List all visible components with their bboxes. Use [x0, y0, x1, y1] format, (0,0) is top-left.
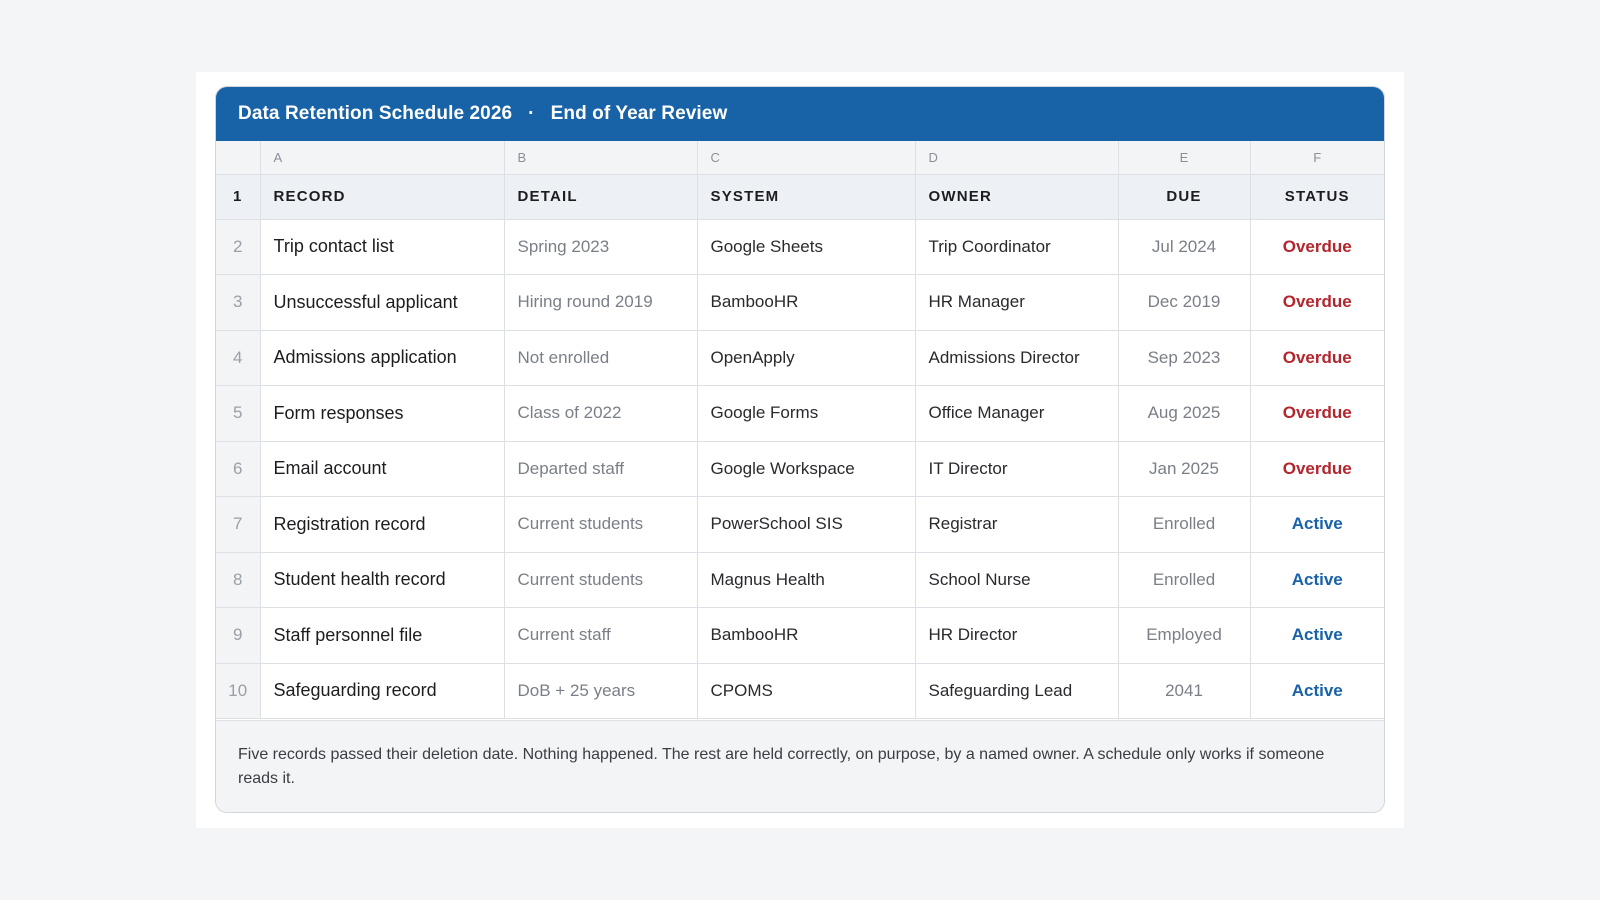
- cell-record[interactable]: Registration record: [260, 496, 505, 553]
- cell-due[interactable]: Jan 2025: [1118, 441, 1251, 497]
- status-badge[interactable]: Active: [1250, 552, 1384, 608]
- title-bar: Data Retention Schedule 2026 · End of Ye…: [216, 87, 1384, 141]
- status-badge[interactable]: Active: [1250, 607, 1384, 664]
- status-badge[interactable]: Active: [1250, 496, 1384, 553]
- cell-due[interactable]: Aug 2025: [1118, 385, 1251, 442]
- cell-owner[interactable]: IT Director: [915, 441, 1119, 497]
- header-due[interactable]: DUE: [1118, 174, 1251, 220]
- cell-system[interactable]: PowerSchool SIS: [697, 496, 916, 553]
- cell-system[interactable]: OpenApply: [697, 330, 916, 386]
- footer-note: Five records passed their deletion date.…: [216, 720, 1384, 812]
- row-number[interactable]: 3: [216, 274, 261, 331]
- status-badge[interactable]: Overdue: [1250, 330, 1384, 386]
- cell-system[interactable]: Magnus Health: [697, 552, 916, 608]
- cell-record[interactable]: Admissions application: [260, 330, 505, 386]
- cell-record[interactable]: Staff personnel file: [260, 607, 505, 664]
- cell-record[interactable]: Unsuccessful applicant: [260, 274, 505, 331]
- header-system[interactable]: SYSTEM: [697, 174, 916, 220]
- status-badge[interactable]: Overdue: [1250, 219, 1384, 275]
- sheet-subtitle: End of Year Review: [550, 103, 728, 124]
- cell-detail[interactable]: DoB + 25 years: [504, 663, 698, 719]
- column-letter-c[interactable]: C: [697, 141, 916, 175]
- cell-detail[interactable]: Departed staff: [504, 441, 698, 497]
- cell-system[interactable]: BambooHR: [697, 607, 916, 664]
- cell-owner[interactable]: Admissions Director: [915, 330, 1119, 386]
- cell-detail[interactable]: Current students: [504, 552, 698, 608]
- cell-system[interactable]: Google Sheets: [697, 219, 916, 275]
- cell-system[interactable]: CPOMS: [697, 663, 916, 719]
- row-number[interactable]: 10: [216, 663, 261, 719]
- column-letter-row: A B C D E F: [216, 141, 1384, 175]
- status-badge[interactable]: Overdue: [1250, 274, 1384, 331]
- cell-record[interactable]: Safeguarding record: [260, 663, 505, 719]
- cell-due[interactable]: Enrolled: [1118, 552, 1251, 608]
- cell-detail[interactable]: Class of 2022: [504, 385, 698, 442]
- table-row: 9 Staff personnel file Current staff Bamboo…: [216, 607, 1384, 664]
- header-status[interactable]: STATUS: [1250, 174, 1384, 220]
- cell-due[interactable]: Employed: [1118, 607, 1251, 664]
- cell-detail[interactable]: Current students: [504, 496, 698, 553]
- row-number[interactable]: 8: [216, 552, 261, 608]
- header-detail[interactable]: DETAIL: [504, 174, 698, 220]
- cell-detail[interactable]: Current staff: [504, 607, 698, 664]
- cell-system[interactable]: Google Workspace: [697, 441, 916, 497]
- status-badge[interactable]: Overdue: [1250, 385, 1384, 442]
- table-row: 3 Unsuccessful applicant Hiring round 2019…: [216, 274, 1384, 331]
- cell-record[interactable]: Trip contact list: [260, 219, 505, 275]
- cell-owner[interactable]: Office Manager: [915, 385, 1119, 442]
- header-record[interactable]: RECORD: [260, 174, 505, 220]
- cell-owner[interactable]: HR Director: [915, 607, 1119, 664]
- cell-owner[interactable]: HR Manager: [915, 274, 1119, 331]
- spreadsheet-card: Data Retention Schedule 2026 · End of Ye…: [215, 86, 1385, 813]
- column-letter-b[interactable]: B: [504, 141, 698, 175]
- cell-owner[interactable]: School Nurse: [915, 552, 1119, 608]
- status-badge[interactable]: Overdue: [1250, 441, 1384, 497]
- row-number[interactable]: 4: [216, 330, 261, 386]
- cell-due[interactable]: Jul 2024: [1118, 219, 1251, 275]
- row-number[interactable]: 2: [216, 219, 261, 275]
- cell-owner[interactable]: Trip Coordinator: [915, 219, 1119, 275]
- cell-detail[interactable]: Not enrolled: [504, 330, 698, 386]
- cell-system[interactable]: Google Forms: [697, 385, 916, 442]
- cell-due[interactable]: 2041: [1118, 663, 1251, 719]
- table-row: 6 Email account Departed staff Google Works…: [216, 441, 1384, 497]
- table-row: 8 Student health record Current students Ma…: [216, 552, 1384, 608]
- column-letter-f[interactable]: F: [1250, 141, 1384, 175]
- cell-record[interactable]: Email account: [260, 441, 505, 497]
- table-row: 4 Admissions application Not enrolled OpenA…: [216, 330, 1384, 386]
- title-separator: ·: [528, 103, 535, 124]
- column-letter-e[interactable]: E: [1118, 141, 1251, 175]
- row-number[interactable]: 7: [216, 496, 261, 553]
- cell-record[interactable]: Student health record: [260, 552, 505, 608]
- page-frame: Data Retention Schedule 2026 · End of Ye…: [196, 72, 1404, 828]
- cell-record[interactable]: Form responses: [260, 385, 505, 442]
- column-letter-d[interactable]: D: [915, 141, 1119, 175]
- row-number[interactable]: 5: [216, 385, 261, 442]
- cell-detail[interactable]: Spring 2023: [504, 219, 698, 275]
- status-badge[interactable]: Active: [1250, 663, 1384, 719]
- corner-cell[interactable]: [216, 141, 261, 175]
- cell-due[interactable]: Sep 2023: [1118, 330, 1251, 386]
- header-owner[interactable]: OWNER: [915, 174, 1119, 220]
- cell-owner[interactable]: Registrar: [915, 496, 1119, 553]
- row-number[interactable]: 9: [216, 607, 261, 664]
- retention-table: A B C D E F 1 RECORD DETAIL SYSTEM OWNER…: [216, 141, 1384, 719]
- row-number[interactable]: 6: [216, 441, 261, 497]
- header-row: 1 RECORD DETAIL SYSTEM OWNER DUE STATUS: [216, 174, 1384, 220]
- row-number[interactable]: 1: [216, 174, 261, 220]
- cell-system[interactable]: BambooHR: [697, 274, 916, 331]
- table-row: 10 Safeguarding record DoB + 25 years CPOMS…: [216, 663, 1384, 719]
- cell-due[interactable]: Enrolled: [1118, 496, 1251, 553]
- sheet-title: Data Retention Schedule 2026: [238, 103, 513, 124]
- cell-owner[interactable]: Safeguarding Lead: [915, 663, 1119, 719]
- cell-due[interactable]: Dec 2019: [1118, 274, 1251, 331]
- table-row: 2 Trip contact list Spring 2023 Google Shee…: [216, 219, 1384, 275]
- cell-detail[interactable]: Hiring round 2019: [504, 274, 698, 331]
- table-row: 5 Form responses Class of 2022 Google Forms…: [216, 385, 1384, 442]
- table-row: 7 Registration record Current students Powe…: [216, 496, 1384, 553]
- column-letter-a[interactable]: A: [260, 141, 505, 175]
